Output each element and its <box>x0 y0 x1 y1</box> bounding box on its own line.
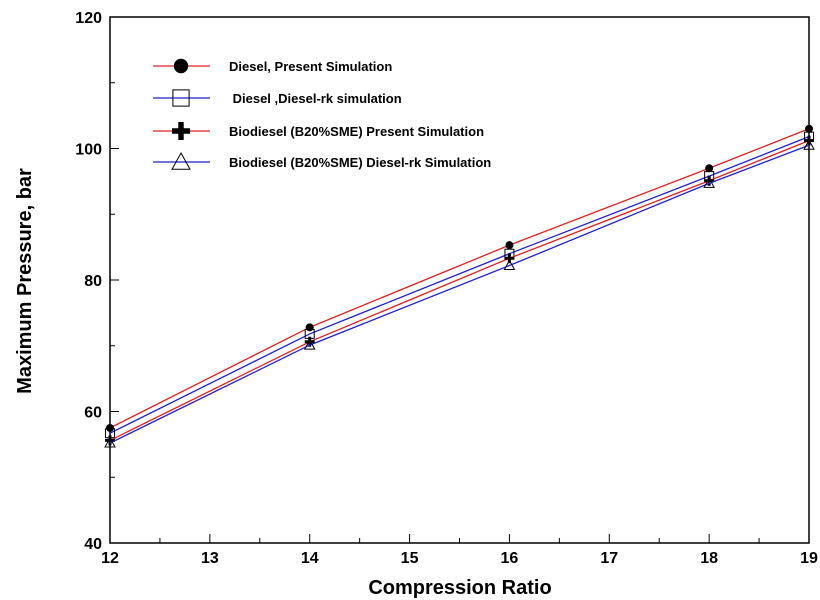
series-layer <box>104 124 815 448</box>
data-point <box>505 241 514 250</box>
data-point <box>503 259 516 271</box>
legend-label: Diesel ,Diesel-rk simulation <box>229 91 402 106</box>
data-point <box>705 164 714 173</box>
x-tick-label: 18 <box>700 550 718 567</box>
data-point <box>172 89 190 107</box>
data-point <box>173 58 189 74</box>
series-3 <box>105 135 814 446</box>
data-point <box>172 122 190 140</box>
y-tick-label: 100 <box>75 142 102 159</box>
x-tick-label: 15 <box>401 550 419 567</box>
legend-entry-4: Biodiesel (B20%SME) Diesel-rk Simulation <box>153 151 491 170</box>
x-tick-label: 19 <box>800 550 818 567</box>
data-point <box>504 253 515 264</box>
plot-border <box>109 16 810 544</box>
series-4 <box>104 139 815 448</box>
axis-ticks: 12 13 14 15 16 17 18 19 40 60 80 100 120 <box>75 10 818 567</box>
x-tick-label: 14 <box>301 550 319 567</box>
series-line <box>109 144 810 444</box>
legend-label: Biodiesel (B20%SME) Present Simulation <box>229 124 484 139</box>
legend: Diesel, Present Simulation Diesel ,Diese… <box>153 58 491 170</box>
y-axis-title: Maximum Pressure, bar <box>14 168 36 394</box>
data-point <box>171 151 191 170</box>
data-point <box>104 437 116 448</box>
legend-entry-1: Diesel, Present Simulation <box>153 58 392 74</box>
y-tick-label: 60 <box>84 405 102 422</box>
data-point <box>805 124 813 133</box>
y-tick-label: 40 <box>84 536 102 553</box>
legend-label: Diesel, Present Simulation <box>229 59 392 74</box>
legend-entry-2: Diesel ,Diesel-rk simulation <box>153 89 402 107</box>
data-point <box>803 139 815 150</box>
x-tick-label: 16 <box>501 550 519 567</box>
y-tick-label: 120 <box>75 10 102 27</box>
legend-entry-3: Biodiesel (B20%SME) Present Simulation <box>153 122 484 140</box>
data-point <box>106 423 114 432</box>
plot-area <box>109 16 810 544</box>
data-point <box>703 177 715 188</box>
x-tick-label: 13 <box>201 550 219 567</box>
legend-label: Biodiesel (B20%SME) Diesel-rk Simulation <box>229 155 491 170</box>
series-1 <box>106 124 813 432</box>
x-tick-label: 17 <box>600 550 618 567</box>
x-tick-label: 12 <box>101 550 119 567</box>
data-point <box>305 323 314 332</box>
data-point <box>303 339 316 350</box>
y-tick-label: 80 <box>84 273 102 290</box>
x-axis-title: Compression Ratio <box>368 577 551 599</box>
